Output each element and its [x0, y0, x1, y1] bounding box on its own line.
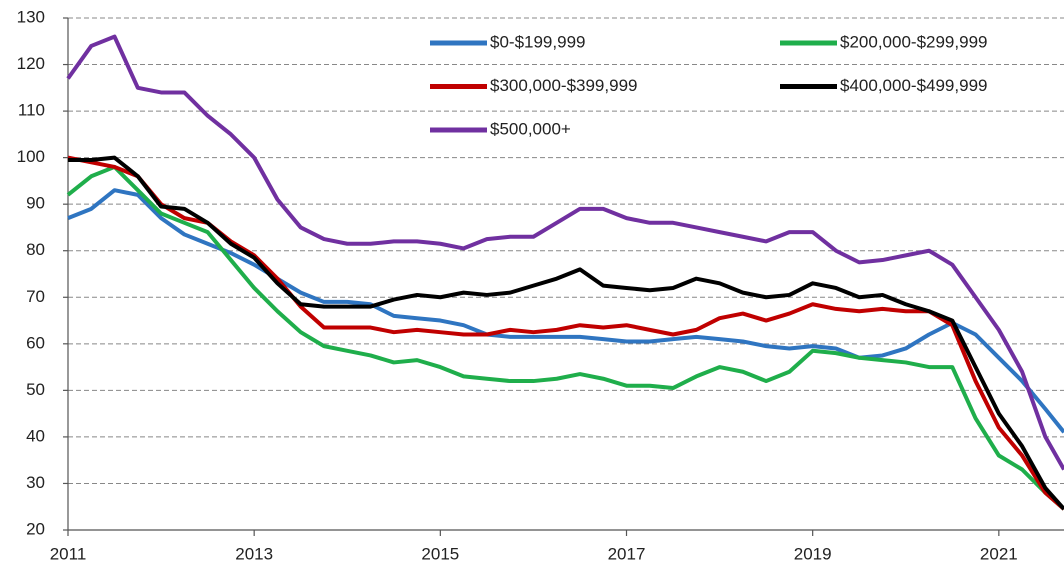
- x-tick-label: 2017: [608, 544, 646, 563]
- x-tick-label: 2011: [50, 544, 87, 563]
- y-tick-label: 90: [26, 194, 45, 213]
- x-tick-label: 2013: [235, 544, 273, 563]
- x-tick-label: 2021: [980, 544, 1018, 563]
- y-tick-label: 70: [26, 287, 45, 306]
- y-tick-label: 100: [17, 147, 45, 166]
- legend-label: $300,000-$399,999: [490, 76, 637, 95]
- y-tick-label: 120: [17, 54, 45, 73]
- x-tick-label: 2015: [421, 544, 459, 563]
- y-tick-label: 40: [26, 426, 45, 445]
- series-line: [66, 34, 1064, 471]
- series-line: [66, 164, 1064, 511]
- legend-label: $500,000+: [490, 119, 571, 138]
- y-tick-label: 130: [17, 7, 45, 26]
- legend-label: $0-$199,999: [490, 32, 585, 51]
- x-tick-label: 2019: [794, 544, 832, 563]
- y-tick-label: 50: [26, 380, 45, 399]
- y-tick-label: 20: [26, 519, 45, 538]
- y-tick-label: 30: [26, 473, 45, 492]
- series-line: [67, 188, 1064, 434]
- y-tick-label: 80: [26, 240, 45, 259]
- y-tick-label: 60: [26, 333, 45, 352]
- series-line: [68, 155, 1064, 511]
- series-line: [67, 155, 1064, 511]
- legend-label: $400,000-$499,999: [840, 76, 987, 95]
- legend-label: $200,000-$299,999: [840, 32, 987, 51]
- y-tick-label: 110: [18, 101, 45, 120]
